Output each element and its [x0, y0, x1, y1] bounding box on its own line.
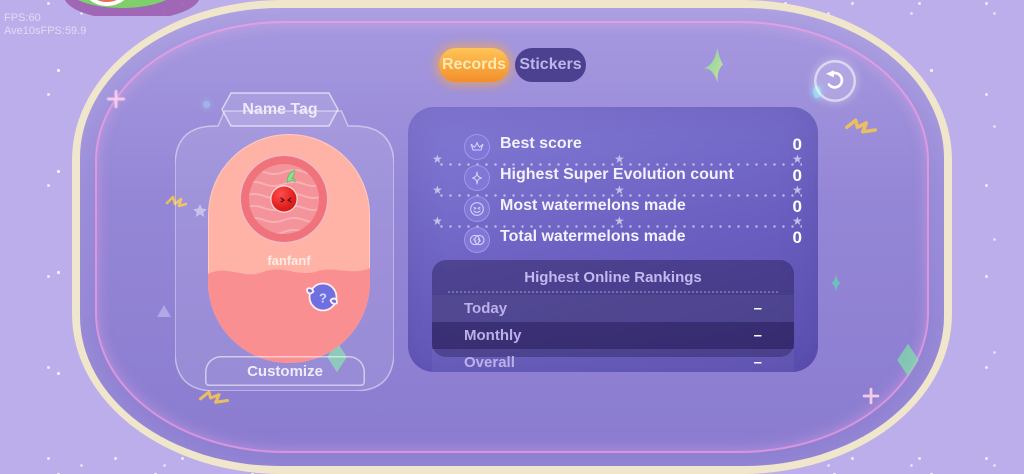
svg-text:?: ? — [319, 291, 327, 306]
